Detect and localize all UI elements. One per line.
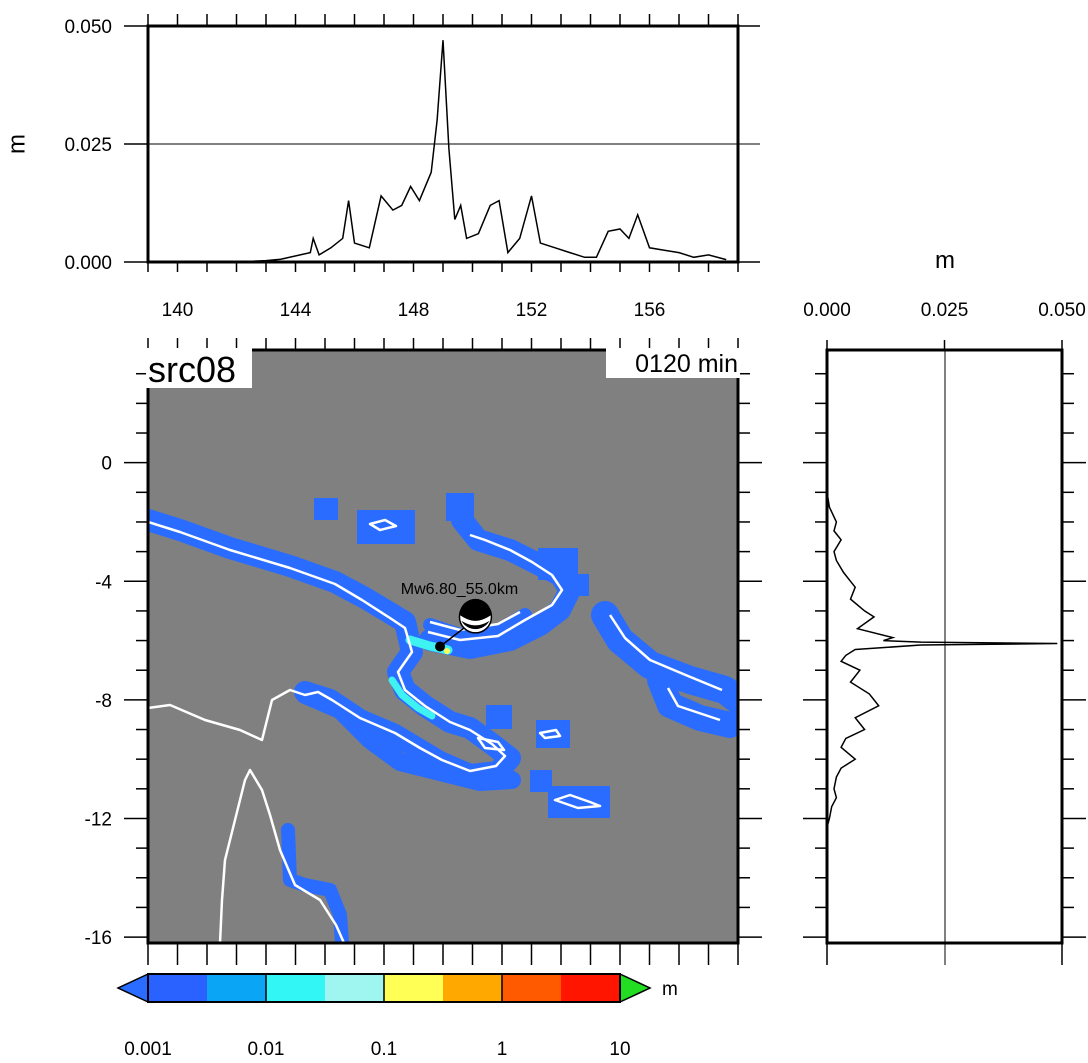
map-panel: Mw6.80_55.0km 0 -4 -8 -12 -16 src08 0120 min xyxy=(85,338,762,965)
wave-height-field xyxy=(148,493,738,943)
top-profile-ytick-label: 0.000 xyxy=(64,253,112,274)
coastline-island-1 xyxy=(368,518,398,532)
colorbar: m 0.001 0.01 0.1 1 10 xyxy=(116,972,678,1060)
wave-band-island-2 xyxy=(357,510,415,544)
side-profile-xtick-label: 0.000 xyxy=(803,300,851,321)
coastlines xyxy=(148,518,723,943)
coastline-island-2 xyxy=(553,793,602,810)
colorbar-high-arrow xyxy=(619,972,652,1004)
map-y-axis: 0 -4 -8 -12 -16 xyxy=(85,372,148,949)
coastline-australia xyxy=(218,768,346,943)
map-ytick-label: -12 xyxy=(85,809,112,830)
side-profile-panel: 0.000 0.025 0.050 m xyxy=(803,247,1086,965)
colorbar-tick-label: 0.1 xyxy=(371,1039,397,1060)
side-profile-xlabel: m xyxy=(935,247,955,274)
map-ytick-label: -8 xyxy=(95,691,112,712)
colorbar-ticks: 0.001 0.01 0.1 1 10 xyxy=(124,974,631,1060)
wave-band-island-3 xyxy=(446,493,474,521)
top-profile-xtick-label: 148 xyxy=(398,300,430,321)
colorbar-tick-label: 10 xyxy=(609,1039,630,1060)
map-ytick-label: 0 xyxy=(101,454,112,475)
colorbar-segment xyxy=(561,974,621,1002)
colorbar-unit: m xyxy=(662,979,678,1000)
colorbar-segment xyxy=(266,974,326,1002)
top-profile-xtick-label: 156 xyxy=(634,300,666,321)
coastline-island-4 xyxy=(476,736,506,752)
top-profile-panel: 0.000 0.025 0.050 140 144 148 152 156 m xyxy=(3,14,760,321)
map-x-axis-bottom xyxy=(147,943,739,965)
colorbar-tick-label: 0.01 xyxy=(248,1039,285,1060)
top-profile-x-axis: 140 144 148 152 156 xyxy=(147,14,739,321)
map-ytick-label: -4 xyxy=(95,572,112,593)
top-profile-series xyxy=(236,40,727,263)
side-profile-series xyxy=(826,492,1058,828)
wave-band-island-9 xyxy=(538,548,578,580)
wave-band-island-1 xyxy=(314,498,338,520)
side-profile-y-axis xyxy=(803,372,1086,938)
source-label: src08 xyxy=(148,349,236,390)
side-profile-xtick-label: 0.050 xyxy=(1038,300,1086,321)
top-profile-y-axis: 0.000 0.025 0.050 xyxy=(64,17,148,274)
coastline-new-britain xyxy=(427,533,564,642)
time-label: 0120 min xyxy=(635,350,738,378)
wave-band-island-6 xyxy=(530,770,552,792)
coastline-bougainville xyxy=(666,687,721,722)
colorbar-tick-label: 0.001 xyxy=(124,1039,172,1060)
colorbar-segment xyxy=(148,974,208,1002)
wave-band-solomon-2 xyxy=(647,667,738,738)
side-profile-xtick-label: 0.025 xyxy=(921,300,969,321)
colorbar-segment xyxy=(443,974,503,1002)
colorbar-segment xyxy=(325,974,385,1002)
time-label-box xyxy=(606,348,740,378)
event-stem xyxy=(439,626,466,648)
wave-band-new-guinea-south xyxy=(296,686,521,791)
colorbar-tick-label: 1 xyxy=(497,1039,508,1060)
coastline-island-3 xyxy=(538,728,562,740)
top-profile-xtick-label: 140 xyxy=(162,300,194,321)
colorbar-segments xyxy=(148,974,621,1002)
map-y-axis-right xyxy=(738,372,762,938)
colorbar-segment xyxy=(207,974,267,1002)
event-label: Mw6.80_55.0km xyxy=(401,581,518,598)
colorbar-low-arrow xyxy=(116,972,149,1004)
map-ytick-label: -16 xyxy=(85,928,112,949)
top-profile-xtick-label: 144 xyxy=(280,300,312,321)
top-profile-ytick-label: 0.025 xyxy=(64,135,112,156)
top-profile-ylabel: m xyxy=(3,134,30,154)
top-profile-ytick-label: 0.050 xyxy=(64,17,112,38)
coastline-new-guinea-north xyxy=(148,520,507,773)
colorbar-segment xyxy=(502,974,562,1002)
focal-mechanism-beachball xyxy=(458,598,493,634)
source-label-box xyxy=(146,348,252,388)
event-marker: Mw6.80_55.0km xyxy=(401,581,518,652)
colorbar-segment xyxy=(384,974,444,1002)
wave-band-island-5 xyxy=(486,705,512,729)
wave-patch-coast xyxy=(388,676,436,720)
epicenter-dot xyxy=(435,641,446,652)
side-profile-x-axis: 0.000 0.025 0.050 xyxy=(803,300,1086,350)
coastline-new-ireland xyxy=(608,614,723,692)
wave-patch-peak xyxy=(444,648,450,654)
top-profile-xtick-label: 152 xyxy=(516,300,548,321)
